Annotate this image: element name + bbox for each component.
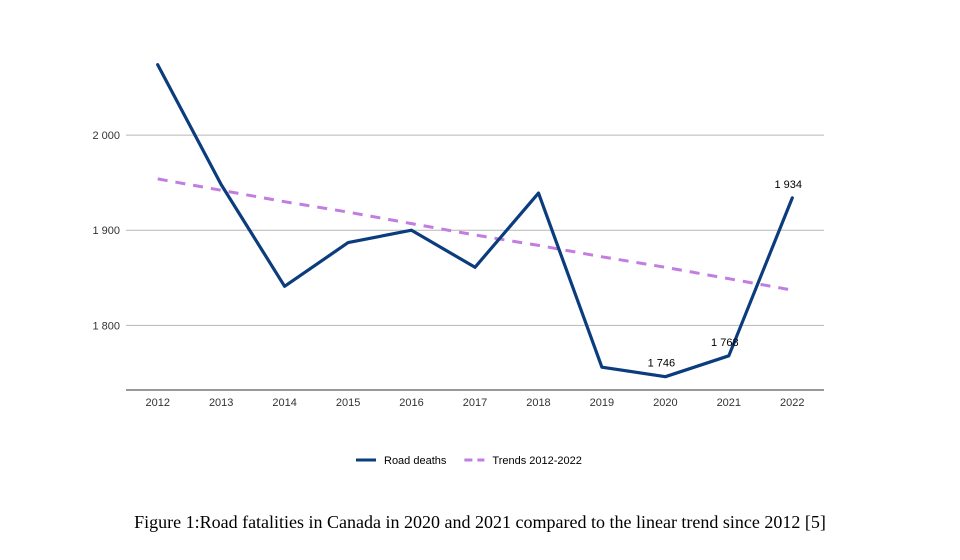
chart: 1 800 1 900 2 000 2012 2013 2014 2015 2016 2017…: [92, 63, 824, 467]
x-tick-label: 2012: [145, 397, 169, 409]
gridlines: [126, 134, 824, 326]
y-tick-label: 2 000: [92, 130, 120, 142]
road-deaths-series-line: [156, 63, 794, 379]
x-tick-label: 2015: [336, 397, 360, 409]
legend-label: Road deaths: [384, 455, 447, 467]
x-tick-label: 2019: [590, 397, 614, 409]
x-tick-label: 2017: [463, 397, 487, 409]
data-labels: 1 746 1 768 1 934: [648, 179, 802, 370]
x-tick-label: 2020: [653, 397, 677, 409]
data-label: 1 768: [711, 337, 739, 349]
x-tick-label: 2014: [272, 397, 296, 409]
x-tick-labels: 2012 2013 2014 2015 2016 2017 2018 2019 2020 2021…: [145, 397, 804, 409]
data-label: 1 746: [648, 358, 676, 370]
line-chart: 1 800 1 900 2 000 2012 2013 2014 2015 2016 2017…: [92, 63, 824, 467]
x-tick-label: 2016: [399, 397, 423, 409]
data-label: 1 934: [775, 179, 803, 191]
legend: Road deaths Trends 2012-2022: [356, 455, 582, 467]
figure-caption: Figure 1:Road fatalities in Canada in 20…: [134, 512, 826, 532]
x-tick-label: 2018: [526, 397, 550, 409]
y-axis: 1 800 1 900 2 000: [92, 130, 120, 332]
series: [156, 63, 794, 379]
x-tick-label: 2021: [717, 397, 741, 409]
x-tick-label: 2022: [780, 397, 804, 409]
y-tick-label: 1 900: [92, 225, 120, 237]
x-tick-label: 2013: [209, 397, 233, 409]
y-tick-label: 1 800: [92, 320, 120, 332]
legend-label: Trends 2012-2022: [492, 455, 582, 467]
